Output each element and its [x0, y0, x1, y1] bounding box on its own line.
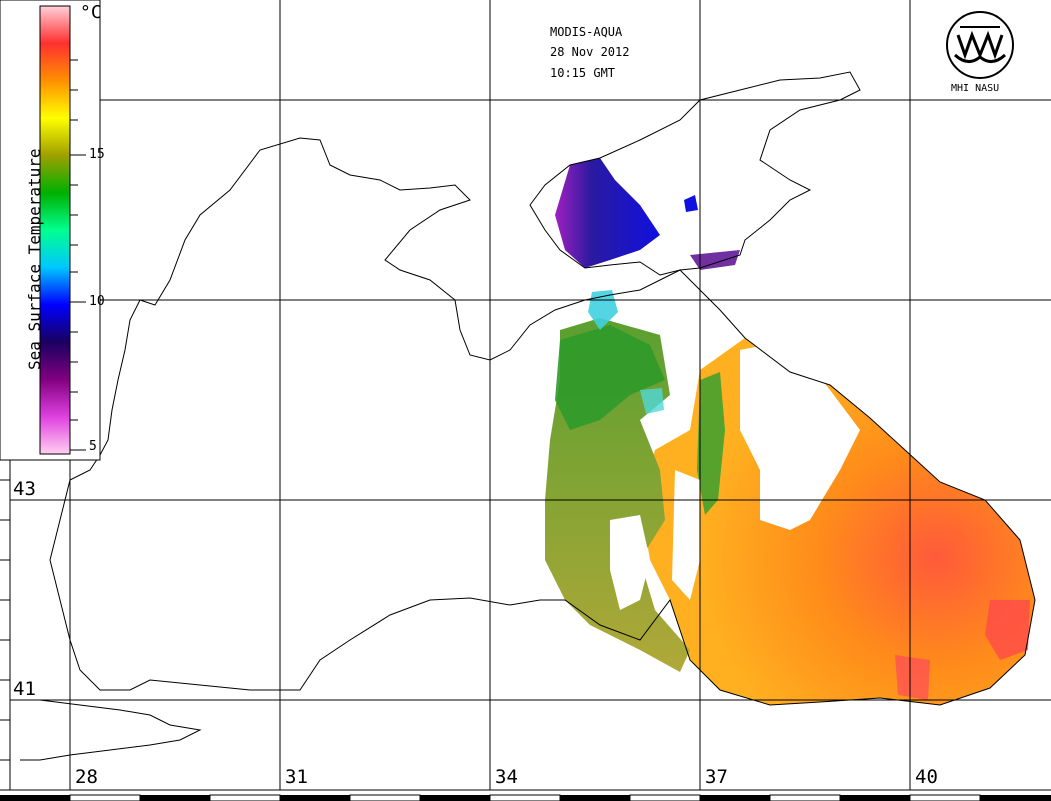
sst-warm-field: [640, 338, 1035, 705]
sst-green-band: [555, 325, 665, 430]
colorbar-tick-10: 10: [89, 294, 105, 309]
azov-purple-strip: [690, 250, 740, 270]
cloud-gap-2: [610, 515, 650, 610]
azov-sst-field: [555, 158, 660, 268]
grid-lines: [10, 0, 1051, 790]
lon-label-28: 28: [75, 766, 98, 788]
lon-label-40: 40: [915, 766, 938, 788]
logo-caption: MHI NASU: [951, 83, 1000, 94]
sst-hot-core: [985, 600, 1030, 660]
lon-label-37: 37: [705, 766, 728, 788]
sst-cyan-patch-2: [640, 388, 664, 414]
lon-ruler: [0, 789, 1051, 801]
cloud-gap-3: [672, 470, 700, 600]
sst-green-strip: [697, 372, 725, 515]
sensor-label: MODIS-AQUA: [550, 25, 623, 39]
colorbar: [0, 0, 101, 461]
date-label: 28 Nov 2012: [550, 45, 630, 59]
lat-label-43: 43: [13, 478, 36, 500]
colorbar-tick-15: 15: [89, 147, 105, 162]
colorbar-ramp: [39, 5, 71, 455]
azov-data-layer: [555, 158, 740, 270]
coastline: [20, 71, 1036, 761]
mhi-nasu-logo: [946, 11, 1014, 79]
colorbar-unit: °C: [80, 2, 102, 23]
bosporus-coast: [20, 699, 202, 761]
cloud-gap: [740, 340, 860, 530]
colorbar-title: Sea Surface Temperature: [25, 148, 44, 370]
lat-ruler: [0, 460, 11, 790]
azov-blue-spot: [684, 195, 698, 212]
time-label: 10:15 GMT: [550, 66, 616, 80]
lat-label-41: 41: [13, 678, 36, 700]
sst-hot-core-2: [895, 655, 930, 700]
lon-label-31: 31: [285, 766, 308, 788]
lon-label-34: 34: [495, 766, 518, 788]
sst-data-layer: [545, 290, 1035, 705]
colorbar-tick-5: 5: [89, 439, 97, 454]
azov-coast: [529, 71, 861, 276]
